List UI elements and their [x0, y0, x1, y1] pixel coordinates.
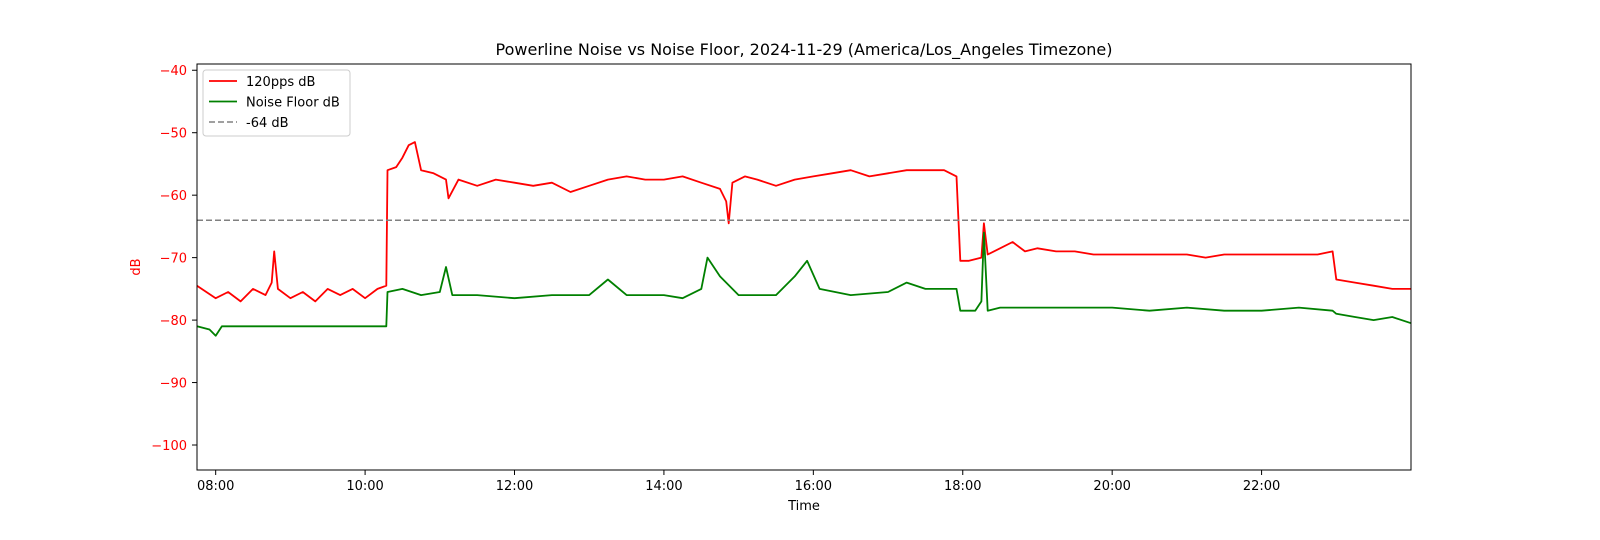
x-tick-label: 22:00 — [1243, 479, 1280, 494]
legend-label: 120pps dB — [246, 75, 315, 90]
y-tick-label: −40 — [160, 64, 187, 79]
x-tick-label: 18:00 — [944, 479, 981, 494]
series-line-0 — [196, 141, 1411, 303]
y-axis-label: dB — [129, 258, 144, 275]
legend-box — [202, 69, 351, 137]
x-tick-label: 14:00 — [645, 479, 682, 494]
x-tick-label: 12:00 — [496, 479, 533, 494]
y-tick-label: −60 — [160, 189, 187, 204]
plot-frame — [196, 63, 1412, 471]
chart-title: Powerline Noise vs Noise Floor, 2024-11-… — [496, 40, 1113, 60]
x-tick-label: 20:00 — [1093, 479, 1130, 494]
legend-label: -64 dB — [246, 116, 289, 131]
series-layer — [196, 141, 1412, 337]
y-tick-label: −90 — [160, 377, 187, 392]
x-tick-label: 10:00 — [346, 479, 383, 494]
y-axis: −40 −50 −60 −70 −80 −90 −100 — [151, 64, 197, 454]
x-axis: 08:00 10:00 12:00 14:00 16:00 18:00 20:00 22:00 — [197, 470, 1280, 494]
x-axis-label: Time — [787, 499, 820, 514]
x-tick-label: 16:00 — [795, 479, 832, 494]
y-tick-label: −100 — [151, 439, 187, 454]
y-tick-label: −50 — [160, 127, 187, 142]
legend-label: Noise Floor dB — [246, 96, 340, 111]
x-tick-label: 08:00 — [197, 479, 234, 494]
legend: 120pps dB Noise Floor dB -64 dB — [202, 69, 351, 137]
series-line-1 — [196, 231, 1412, 337]
y-tick-label: −70 — [160, 252, 187, 267]
y-tick-label: −80 — [160, 314, 187, 329]
